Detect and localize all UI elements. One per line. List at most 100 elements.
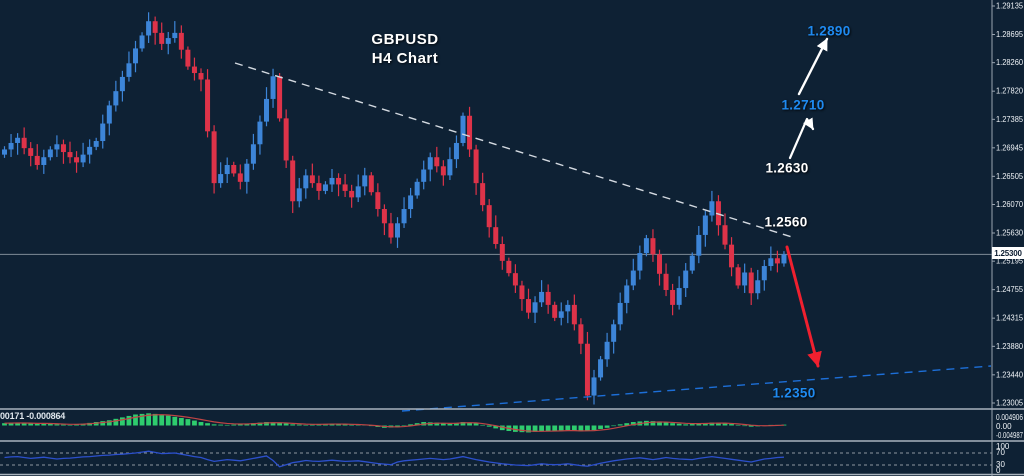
bear-candle-body xyxy=(480,183,486,206)
macd-bar xyxy=(683,424,689,426)
bull-candle-body xyxy=(617,302,623,325)
macd-bar xyxy=(532,425,538,432)
macd-bar xyxy=(349,424,355,426)
bull-candle-body xyxy=(250,144,256,164)
macd-bar xyxy=(414,423,420,426)
bull-candle-body xyxy=(558,311,564,318)
macd-bar xyxy=(159,414,165,426)
bear-candle-body xyxy=(60,144,66,153)
bull-candle-body xyxy=(676,288,682,305)
price-level-annotation: 1.2560 xyxy=(764,214,808,230)
bull-candle-body xyxy=(172,32,178,39)
bull-candle-body xyxy=(611,324,617,342)
macd-bar xyxy=(296,424,302,426)
macd-bar xyxy=(571,425,577,431)
macd-bar xyxy=(139,413,145,426)
bear-candle-body xyxy=(486,205,492,228)
bull-candle-body xyxy=(264,98,269,122)
macd-bar xyxy=(434,422,440,426)
bull-candle-body xyxy=(395,223,400,238)
bull-candle-body xyxy=(401,209,407,224)
bear-candle-body xyxy=(349,190,355,198)
price-axis-label: 1.24755 xyxy=(996,285,1024,294)
bear-candle-body xyxy=(34,155,40,165)
macd-bar xyxy=(100,421,106,426)
bull-candle-body xyxy=(329,177,335,185)
projection-arrow-down-red xyxy=(785,245,822,368)
macd-bar xyxy=(702,423,708,426)
bear-candle-body xyxy=(493,227,499,245)
bear-candle-body xyxy=(159,32,165,44)
bull-candle-body xyxy=(119,76,125,92)
macd-bar xyxy=(67,424,73,426)
bull-candle-body xyxy=(421,169,427,182)
bear-candle-body xyxy=(748,272,754,294)
candles-group xyxy=(2,12,787,405)
bear-candle-body xyxy=(316,183,322,191)
macd-bar xyxy=(270,422,276,426)
bear-candle-body xyxy=(571,304,577,325)
macd-bar xyxy=(408,424,413,426)
bear-candle-body xyxy=(375,192,381,210)
bull-candle-body xyxy=(755,280,761,294)
bear-candle-body xyxy=(342,184,348,191)
macd-bar xyxy=(499,425,505,431)
bear-candle-body xyxy=(211,131,217,184)
bull-candle-body xyxy=(270,76,276,99)
macd-bar xyxy=(545,425,551,432)
bear-candle-body xyxy=(178,32,184,50)
bull-candle-body xyxy=(8,142,14,150)
bear-candle-body xyxy=(663,273,669,290)
bull-candle-body xyxy=(539,291,545,303)
macd-bar xyxy=(8,422,14,426)
macd-bar xyxy=(152,413,158,426)
chart-timeframe: H4 Chart xyxy=(371,50,439,67)
price-axis-label: 1.26945 xyxy=(996,143,1024,152)
macd-bar xyxy=(106,420,112,426)
macd-bar xyxy=(113,418,119,426)
bull-candle-body xyxy=(139,35,145,49)
macd-bar xyxy=(47,423,53,426)
macd-bar xyxy=(467,422,472,426)
macd-bar xyxy=(316,424,322,426)
bull-candle-body xyxy=(598,359,604,378)
macd-bar xyxy=(781,424,787,426)
macd-bar xyxy=(729,424,734,426)
rsi-scale-label: 70 xyxy=(996,448,1005,457)
bull-candle-body xyxy=(80,154,86,163)
macd-bar xyxy=(676,423,682,426)
macd-bar xyxy=(486,425,492,427)
bull-candle-body xyxy=(591,377,597,396)
bull-candle-body xyxy=(113,91,119,106)
macd-bar xyxy=(473,423,479,426)
bear-candle-body xyxy=(578,324,584,344)
bear-candle-body xyxy=(368,175,374,193)
bull-candle-body xyxy=(565,304,571,312)
bear-candle-body xyxy=(277,76,283,119)
macd-bar xyxy=(277,422,282,426)
projection-arrow-up-small xyxy=(788,117,815,160)
bear-candle-body xyxy=(231,164,237,174)
chart-symbol: GBPUSD xyxy=(371,31,439,48)
bull-candle-body xyxy=(427,157,433,170)
bear-candle-body xyxy=(715,201,721,226)
bear-candle-body xyxy=(467,115,473,150)
bear-candle-body xyxy=(191,66,197,74)
macd-bar xyxy=(657,421,662,426)
bull-candle-body xyxy=(296,188,302,202)
macd-bar xyxy=(526,425,531,433)
macd-bar xyxy=(28,423,34,426)
macd-bar xyxy=(146,413,151,426)
macd-bar xyxy=(283,423,289,426)
bull-candle-body xyxy=(702,215,708,235)
rsi-scale-label: 100 xyxy=(996,442,1010,451)
bear-candle-body xyxy=(722,225,728,245)
macd-bar xyxy=(624,423,630,426)
macd-bar xyxy=(165,415,171,426)
bear-candle-body xyxy=(735,267,741,286)
bull-candle-body xyxy=(768,258,774,267)
macd-bar xyxy=(480,424,486,426)
bull-candle-body xyxy=(15,137,21,143)
